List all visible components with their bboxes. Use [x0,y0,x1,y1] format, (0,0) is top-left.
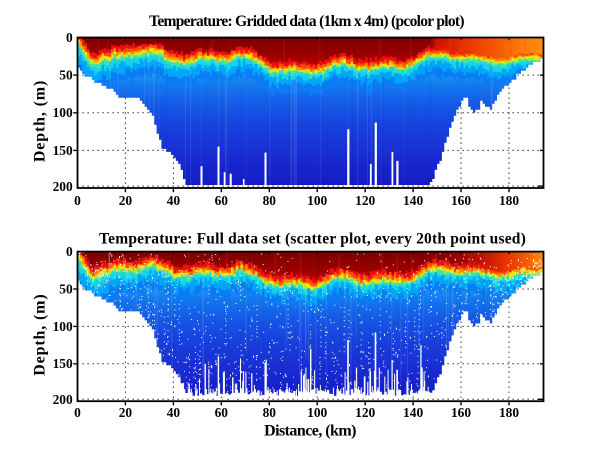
svg-text:Temperature: Gridded data (1km: Temperature: Gridded data (1km x 4m) (pc… [149,13,464,30]
svg-text:160: 160 [451,405,471,420]
svg-text:100: 100 [307,193,327,208]
svg-text:Depth, (m): Depth, (m) [32,80,49,162]
svg-text:0: 0 [74,193,81,208]
svg-text:160: 160 [451,193,471,208]
svg-text:200: 200 [53,392,73,407]
svg-text:60: 60 [215,405,229,420]
svg-text:20: 20 [119,405,133,420]
svg-text:120: 120 [355,405,375,420]
svg-text:100: 100 [307,405,327,420]
svg-text:100: 100 [53,319,73,334]
svg-text:50: 50 [59,281,73,296]
svg-text:150: 150 [53,356,73,371]
svg-text:140: 140 [403,193,423,208]
svg-text:Temperature: Full data set (sc: Temperature: Full data set (scatter plot… [99,231,526,248]
svg-text:150: 150 [53,143,73,158]
svg-text:120: 120 [355,193,375,208]
svg-text:Distance, (km): Distance, (km) [264,422,356,439]
svg-text:0: 0 [66,30,73,45]
svg-text:100: 100 [53,105,73,120]
svg-text:180: 180 [499,405,519,420]
svg-text:80: 80 [263,193,277,208]
svg-text:0: 0 [66,244,73,259]
svg-text:80: 80 [263,405,277,420]
svg-text:140: 140 [403,405,423,420]
svg-text:Depth, (m): Depth, (m) [32,293,49,375]
svg-text:60: 60 [215,193,229,208]
svg-text:200: 200 [53,179,73,194]
svg-text:0: 0 [74,405,81,420]
svg-text:40: 40 [167,405,181,420]
svg-text:50: 50 [59,68,73,83]
svg-text:20: 20 [119,193,133,208]
svg-text:180: 180 [499,193,519,208]
svg-text:40: 40 [167,193,181,208]
